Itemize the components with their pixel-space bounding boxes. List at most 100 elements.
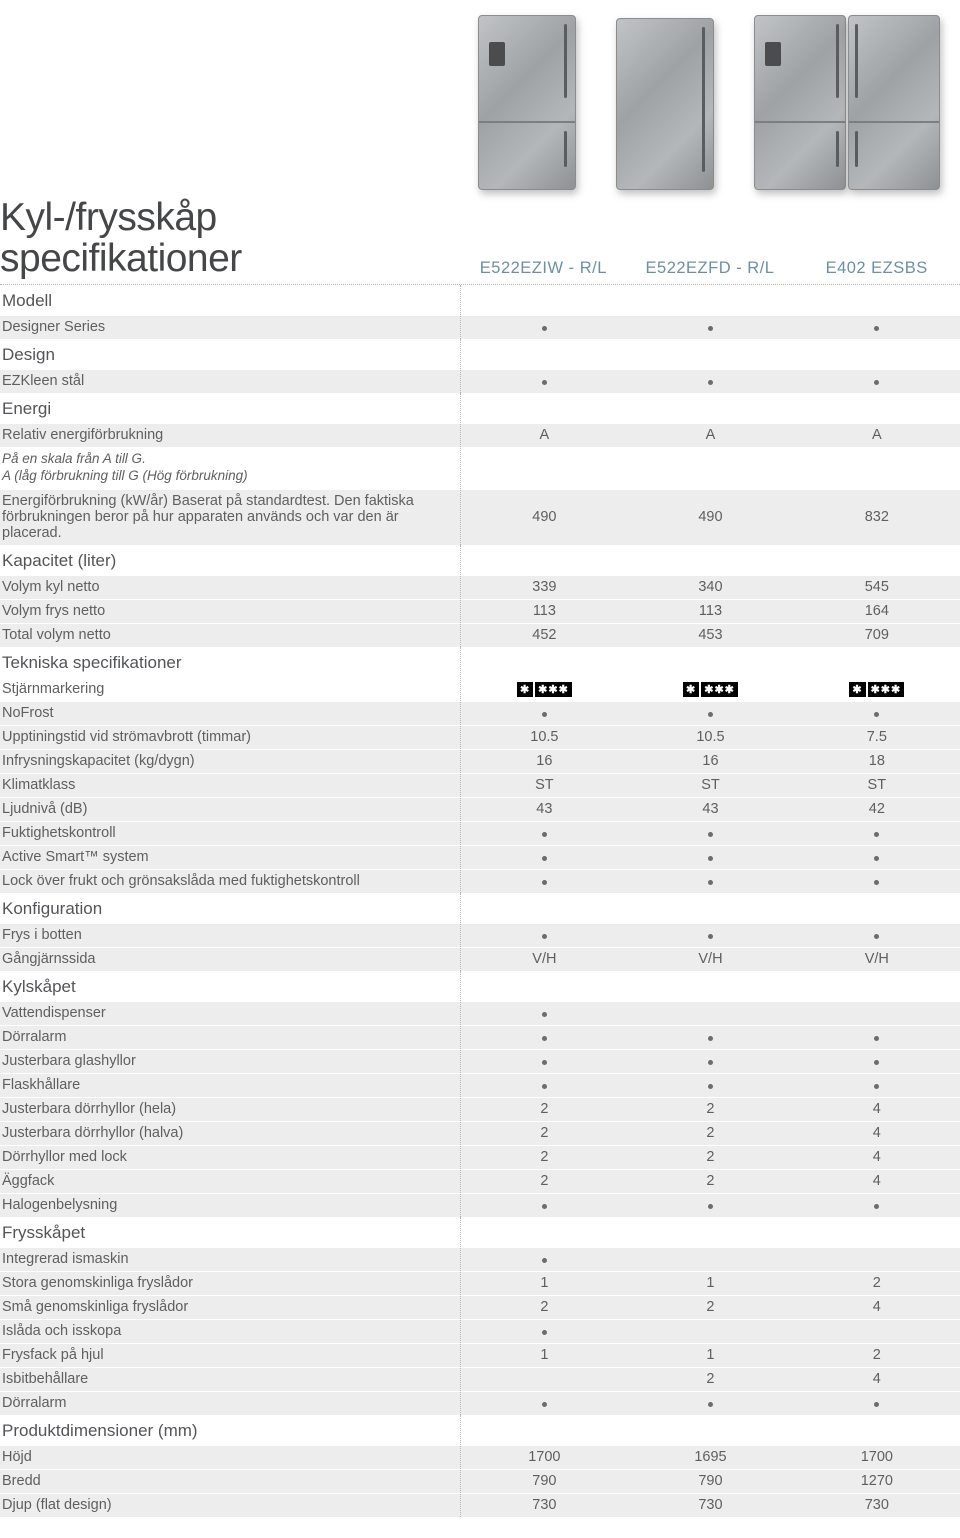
row-value: 1700 [794,1445,960,1469]
table-row: Ljudnivå (dB)434342 [0,797,960,821]
row-value: 730 [794,1493,960,1517]
bullet-dot-icon [874,832,879,837]
table-row: Små genomskinliga fryslådor224 [0,1295,960,1319]
table-row: Lock över frukt och grönsakslåda med fuk… [0,869,960,893]
row-value: 339 [461,575,627,599]
row-value: 790 [627,1469,793,1493]
bullet-dot-icon [874,1402,879,1407]
row-value [461,1391,627,1415]
bullet-dot-icon [542,1012,547,1017]
bullet-dot-icon [874,880,879,885]
row-label: På en skala från A till G.A (låg förbruk… [0,447,461,489]
bullet-dot-icon [542,1258,547,1263]
row-value: 4 [794,1295,960,1319]
row-value: A [461,423,627,447]
row-value [461,1193,627,1217]
section-header: Kylskåpet [0,971,960,1002]
bullet-dot-icon [542,380,547,385]
empty-cell [627,1415,793,1446]
table-row: Volym kyl netto339340545 [0,575,960,599]
row-value [794,1025,960,1049]
row-label: Klimatklass [0,773,461,797]
table-row: Integrerad ismaskin [0,1247,960,1271]
row-label: Djup (flat design) [0,1493,461,1517]
table-row: Dörrhyllor med lock224 [0,1145,960,1169]
row-value: ✱✱✱✱ [794,677,960,701]
row-label: Justerbara glashyllor [0,1049,461,1073]
table-row: Upptiningstid vid strömavbrott (timmar)1… [0,725,960,749]
row-label: Justerbara dörrhyllor (hela) [0,1097,461,1121]
row-value [794,821,960,845]
bullet-dot-icon [542,1330,547,1335]
section-header: Design [0,339,960,370]
empty-cell [794,647,960,678]
title-line-1: Kyl-/frysskåp [0,198,460,239]
table-row: Vattendispenser [0,1001,960,1025]
row-value [461,1319,627,1343]
table-row: EZKleen stål [0,369,960,393]
table-row: NoFrost [0,701,960,725]
row-value [794,1319,960,1343]
row-value: 2 [627,1169,793,1193]
row-label: Vattendispenser [0,1001,461,1025]
row-value [461,923,627,947]
row-value [627,1247,793,1271]
row-value: ✱✱✱✱ [461,677,627,701]
table-row: Fuktighetskontroll [0,821,960,845]
bullet-dot-icon [708,326,713,331]
bullet-dot-icon [542,934,547,939]
product-images-row [0,0,960,190]
row-value [794,1247,960,1271]
empty-cell [794,1217,960,1248]
row-value: 4 [794,1169,960,1193]
row-value: 113 [627,599,793,623]
row-value [627,845,793,869]
empty-cell [627,647,793,678]
row-value: 2 [627,1367,793,1391]
row-value [627,315,793,339]
section-header: Frysskåpet [0,1217,960,1248]
row-value: 10.5 [461,725,627,749]
empty-cell [461,1217,627,1248]
row-value: 4 [794,1121,960,1145]
bullet-dot-icon [874,856,879,861]
table-row: Infrysningskapacitet (kg/dygn)161618 [0,749,960,773]
header-row: Kyl-/frysskåp specifikationer E522EZIW -… [0,198,960,285]
empty-cell [627,893,793,924]
bullet-dot-icon [708,832,713,837]
table-row: Stora genomskinliga fryslådor112 [0,1271,960,1295]
bullet-dot-icon [874,1036,879,1041]
table-row: Halogenbelysning [0,1193,960,1217]
row-value [794,1001,960,1025]
row-value: 16 [461,749,627,773]
row-value: 790 [461,1469,627,1493]
bullet-dot-icon [708,1204,713,1209]
empty-cell [627,393,793,424]
row-value: 164 [794,599,960,623]
row-value: 1700 [461,1445,627,1469]
row-label: EZKleen stål [0,369,461,393]
row-value [794,447,960,489]
row-value: 10.5 [627,725,793,749]
empty-cell [461,971,627,1002]
table-row: Dörralarm [0,1025,960,1049]
row-value [627,369,793,393]
table-row: GångjärnssidaV/HV/HV/H [0,947,960,971]
row-value: V/H [461,947,627,971]
row-value [461,1247,627,1271]
bullet-dot-icon [874,712,879,717]
section-title: Tekniska specifikationer [0,647,461,678]
row-label: Active Smart™ system [0,845,461,869]
table-row: Bredd7907901270 [0,1469,960,1493]
row-value [461,821,627,845]
row-label: Ljudnivå (dB) [0,797,461,821]
row-value: 4 [794,1367,960,1391]
table-row: Frysfack på hjul112 [0,1343,960,1367]
bullet-dot-icon [874,934,879,939]
bullet-dot-icon [542,1402,547,1407]
section-title: Kapacitet (liter) [0,545,461,576]
section-header: Produktdimensioner (mm) [0,1415,960,1446]
table-row: Flaskhållare [0,1073,960,1097]
empty-cell [627,1217,793,1248]
empty-cell [794,339,960,370]
